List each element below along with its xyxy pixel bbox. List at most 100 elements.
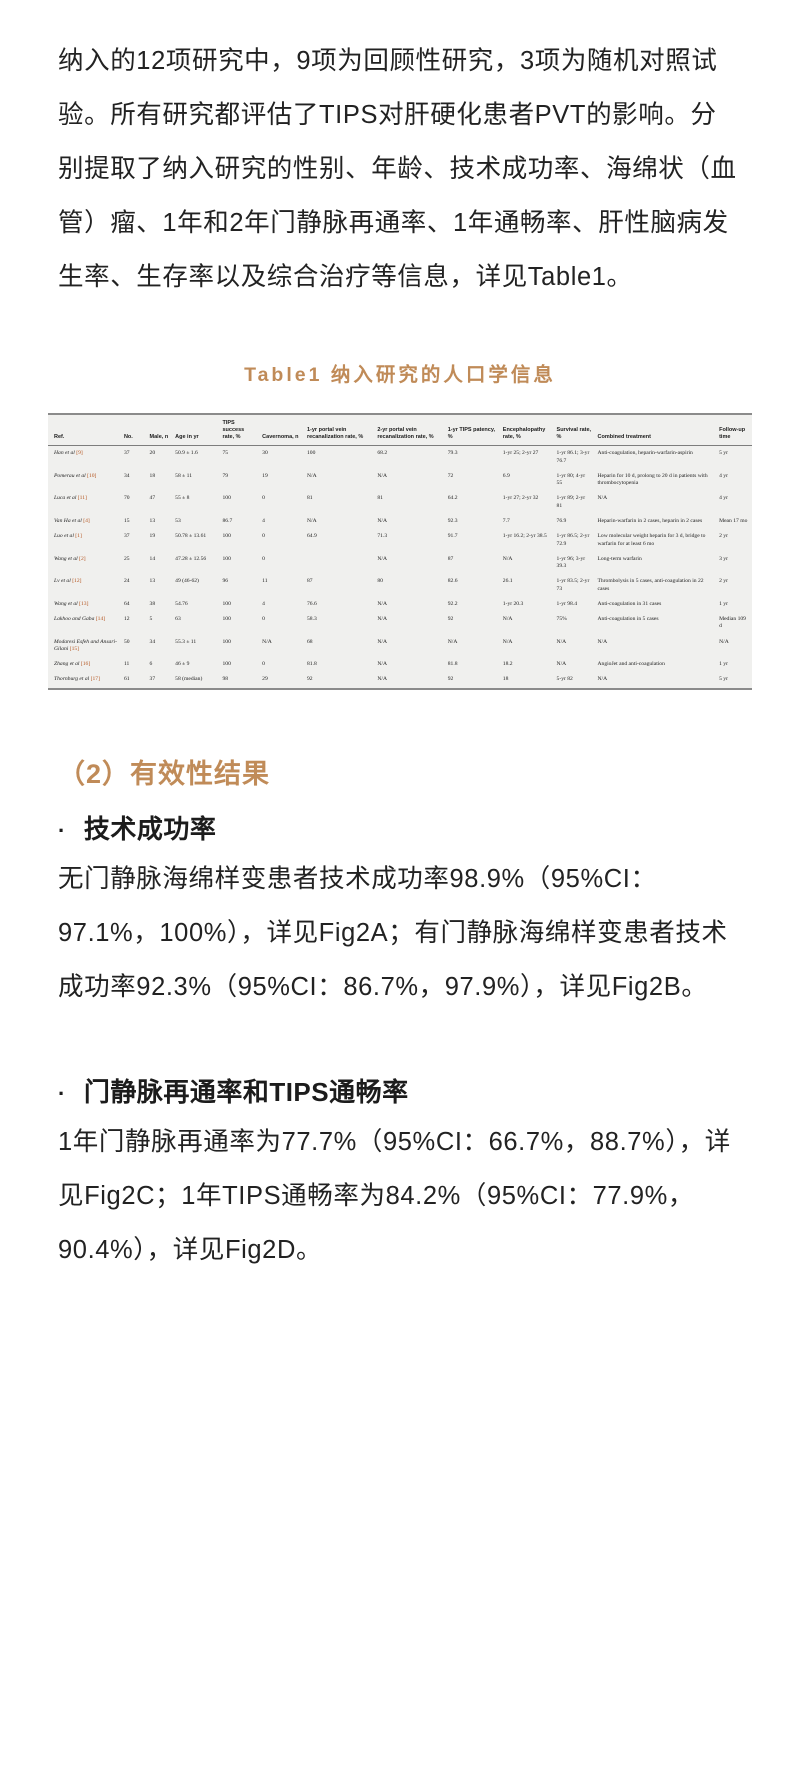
td-encephalopathy: N/A <box>502 638 513 645</box>
td-combined-treatment: Anti-coagulation, heparin-warfarin-aspir… <box>597 450 693 457</box>
paragraph-recanalization-patency: 1年门静脉再通率为77.7%（95%CI：66.7%，88.7%），详见Fig2… <box>58 1127 731 1264</box>
td-combined-treatment: Thrombolysis in 5 cases, anti-coagulatio… <box>597 578 704 592</box>
td-tips-success: 100 <box>222 555 231 562</box>
td-encephalopathy: 1-yr 16.2; 2-yr 38.5 <box>502 533 547 540</box>
td-cavernoma: 19 <box>262 472 268 479</box>
td-cavernoma: 0 <box>262 661 265 668</box>
td-encephalopathy: 18 <box>502 676 509 683</box>
td-cavernoma: 4 <box>262 518 265 525</box>
th-age: Age in yr <box>172 415 220 447</box>
td-recan-2yr: N/A <box>377 472 387 479</box>
th-tips-success: TIPS success rate, % <box>219 415 260 447</box>
reference-citation-link[interactable]: [14] <box>95 616 106 623</box>
td-tips-success: 100 <box>222 616 231 623</box>
reference-citation-link[interactable]: [2] <box>79 555 86 562</box>
td-male: 18 <box>149 472 156 479</box>
td-male: 13 <box>149 518 156 525</box>
td-no: 64 <box>123 600 130 607</box>
td-no: 12 <box>123 616 130 623</box>
td-age: 50.9 ± 1.6 <box>175 450 198 457</box>
reference-citation-link[interactable]: [17] <box>90 676 100 683</box>
td-recan-1yr: 76.6 <box>306 600 317 607</box>
td-male: 20 <box>149 450 156 457</box>
td-male: 14 <box>149 555 156 562</box>
td-cavernoma: 30 <box>262 450 268 457</box>
reference-author: Luca et al <box>54 495 78 502</box>
td-ref: Han et al [9] <box>48 446 121 469</box>
td-encephalopathy: 1-yr 27; 2-yr 32 <box>502 495 539 502</box>
td-ref: Wang et al [2] <box>48 552 121 575</box>
td-survival: 5-yr 82 <box>556 676 573 683</box>
td-tips-success: 98 <box>222 676 229 683</box>
td-male: 6 <box>149 661 153 668</box>
td-age: 50.78 ± 13.61 <box>175 533 207 540</box>
td-no: 24 <box>123 578 130 585</box>
reference-citation-link[interactable]: [11] <box>77 495 87 502</box>
td-age: 53 <box>175 518 181 525</box>
reference-author: Wang et al <box>54 555 80 562</box>
demographics-table: Ref. No. Male, n Age in yr TIPS success … <box>48 415 752 688</box>
td-patency-1yr: N/A <box>447 638 458 645</box>
table-row: Thornburg et al [17] 61 37 58 (median) 98 29 9… <box>48 672 752 687</box>
table-body: Han et al [9] 37 20 50.9 ± 1.6 75 30 100 68.2 79… <box>48 446 752 688</box>
td-recan-1yr <box>304 552 374 575</box>
reference-citation-link[interactable]: [10] <box>87 472 97 479</box>
td-cavernoma: 4 <box>262 600 265 607</box>
td-ref: Lv et al [12] <box>48 574 121 597</box>
table-row: Luo et al [1] 37 19 50.78 ± 13.61 100 0 64.9 71… <box>48 529 752 552</box>
td-male: 47 <box>149 495 156 502</box>
td-recan-2yr: N/A <box>377 661 387 668</box>
td-ref: Wang et al [13] <box>48 597 121 612</box>
td-combined-treatment: Heparin-warfarin in 2 cases, heparin in … <box>597 518 703 525</box>
td-recan-1yr: N/A <box>306 518 317 525</box>
td-patency-1yr: 64.2 <box>447 495 458 502</box>
th-combined-treatment: Combined treatment <box>594 415 717 447</box>
td-combined-treatment: Anti-coagulation in 5 cases <box>597 616 659 623</box>
reference-citation-link[interactable]: [4] <box>83 518 90 525</box>
td-followup: 1 yr <box>719 661 728 668</box>
td-cavernoma: 11 <box>262 578 268 585</box>
td-encephalopathy: 26.1 <box>502 578 513 585</box>
bullet-heading-label: 门静脉再通率和TIPS通畅率 <box>83 1076 409 1107</box>
td-followup: 5 yr <box>719 676 728 683</box>
td-recan-2yr: N/A <box>377 518 387 525</box>
reference-citation-link[interactable]: [13] <box>79 600 89 607</box>
td-no: 34 <box>123 472 130 479</box>
td-no: 70 <box>123 495 130 502</box>
td-ref: Modaresi Esfeh and Ansari-Gilani [15] <box>48 635 121 658</box>
td-followup: 4 yr <box>719 495 728 502</box>
td-combined-treatment: Anti-coagulation in 31 cases <box>597 600 662 607</box>
section-heading-efficacy: （2）有效性结果 <box>58 758 271 789</box>
th-recan-1yr: 1-yr portal vein recanalization rate, % <box>303 415 375 447</box>
td-male: 19 <box>149 533 156 540</box>
th-ref: Ref. <box>48 415 121 447</box>
td-encephalopathy: N/A <box>502 555 513 562</box>
td-recan-2yr: 80 <box>377 578 383 585</box>
bullet-heading-technical-success: · 技术成功率 <box>58 809 742 846</box>
td-combined-treatment: Heparin for 10 d, prolong to 20 d in pat… <box>597 472 708 487</box>
reference-citation-link[interactable]: [1] <box>75 533 82 540</box>
reference-citation-link[interactable]: [16] <box>80 661 91 668</box>
td-survival: 75% <box>556 616 567 623</box>
td-tips-success: 100 <box>222 533 231 540</box>
td-cavernoma: 0 <box>262 495 265 502</box>
td-survival: 1-yr 83.5; 2-yr 73 <box>556 578 590 592</box>
reference-citation-link[interactable]: [9] <box>76 450 83 457</box>
th-patency-1yr: 1-yr TIPS patency, % <box>444 415 500 447</box>
td-age: 46 ± 9 <box>175 661 190 668</box>
bottom-spacer <box>0 1277 800 1337</box>
td-encephalopathy: 18.2 <box>502 661 513 668</box>
th-survival: Survival rate, % <box>553 415 595 447</box>
td-survival: 1-yr 98.4 <box>556 600 578 607</box>
td-followup: Median 109 d <box>719 616 746 630</box>
td-patency-1yr: 92 <box>447 616 454 623</box>
td-recan-1yr: 92 <box>306 676 313 683</box>
td-combined-treatment: N/A <box>597 638 608 645</box>
td-recan-1yr: 100 <box>306 450 316 457</box>
td-survival: 76.9 <box>556 518 567 525</box>
reference-citation-link[interactable]: [12] <box>72 578 82 585</box>
td-combined-treatment: N/A <box>597 495 608 502</box>
td-cavernoma: 0 <box>262 555 265 562</box>
th-recan-2yr: 2-yr portal vein recanalization rate, % <box>374 415 445 447</box>
reference-citation-link[interactable]: [15] <box>69 645 80 652</box>
